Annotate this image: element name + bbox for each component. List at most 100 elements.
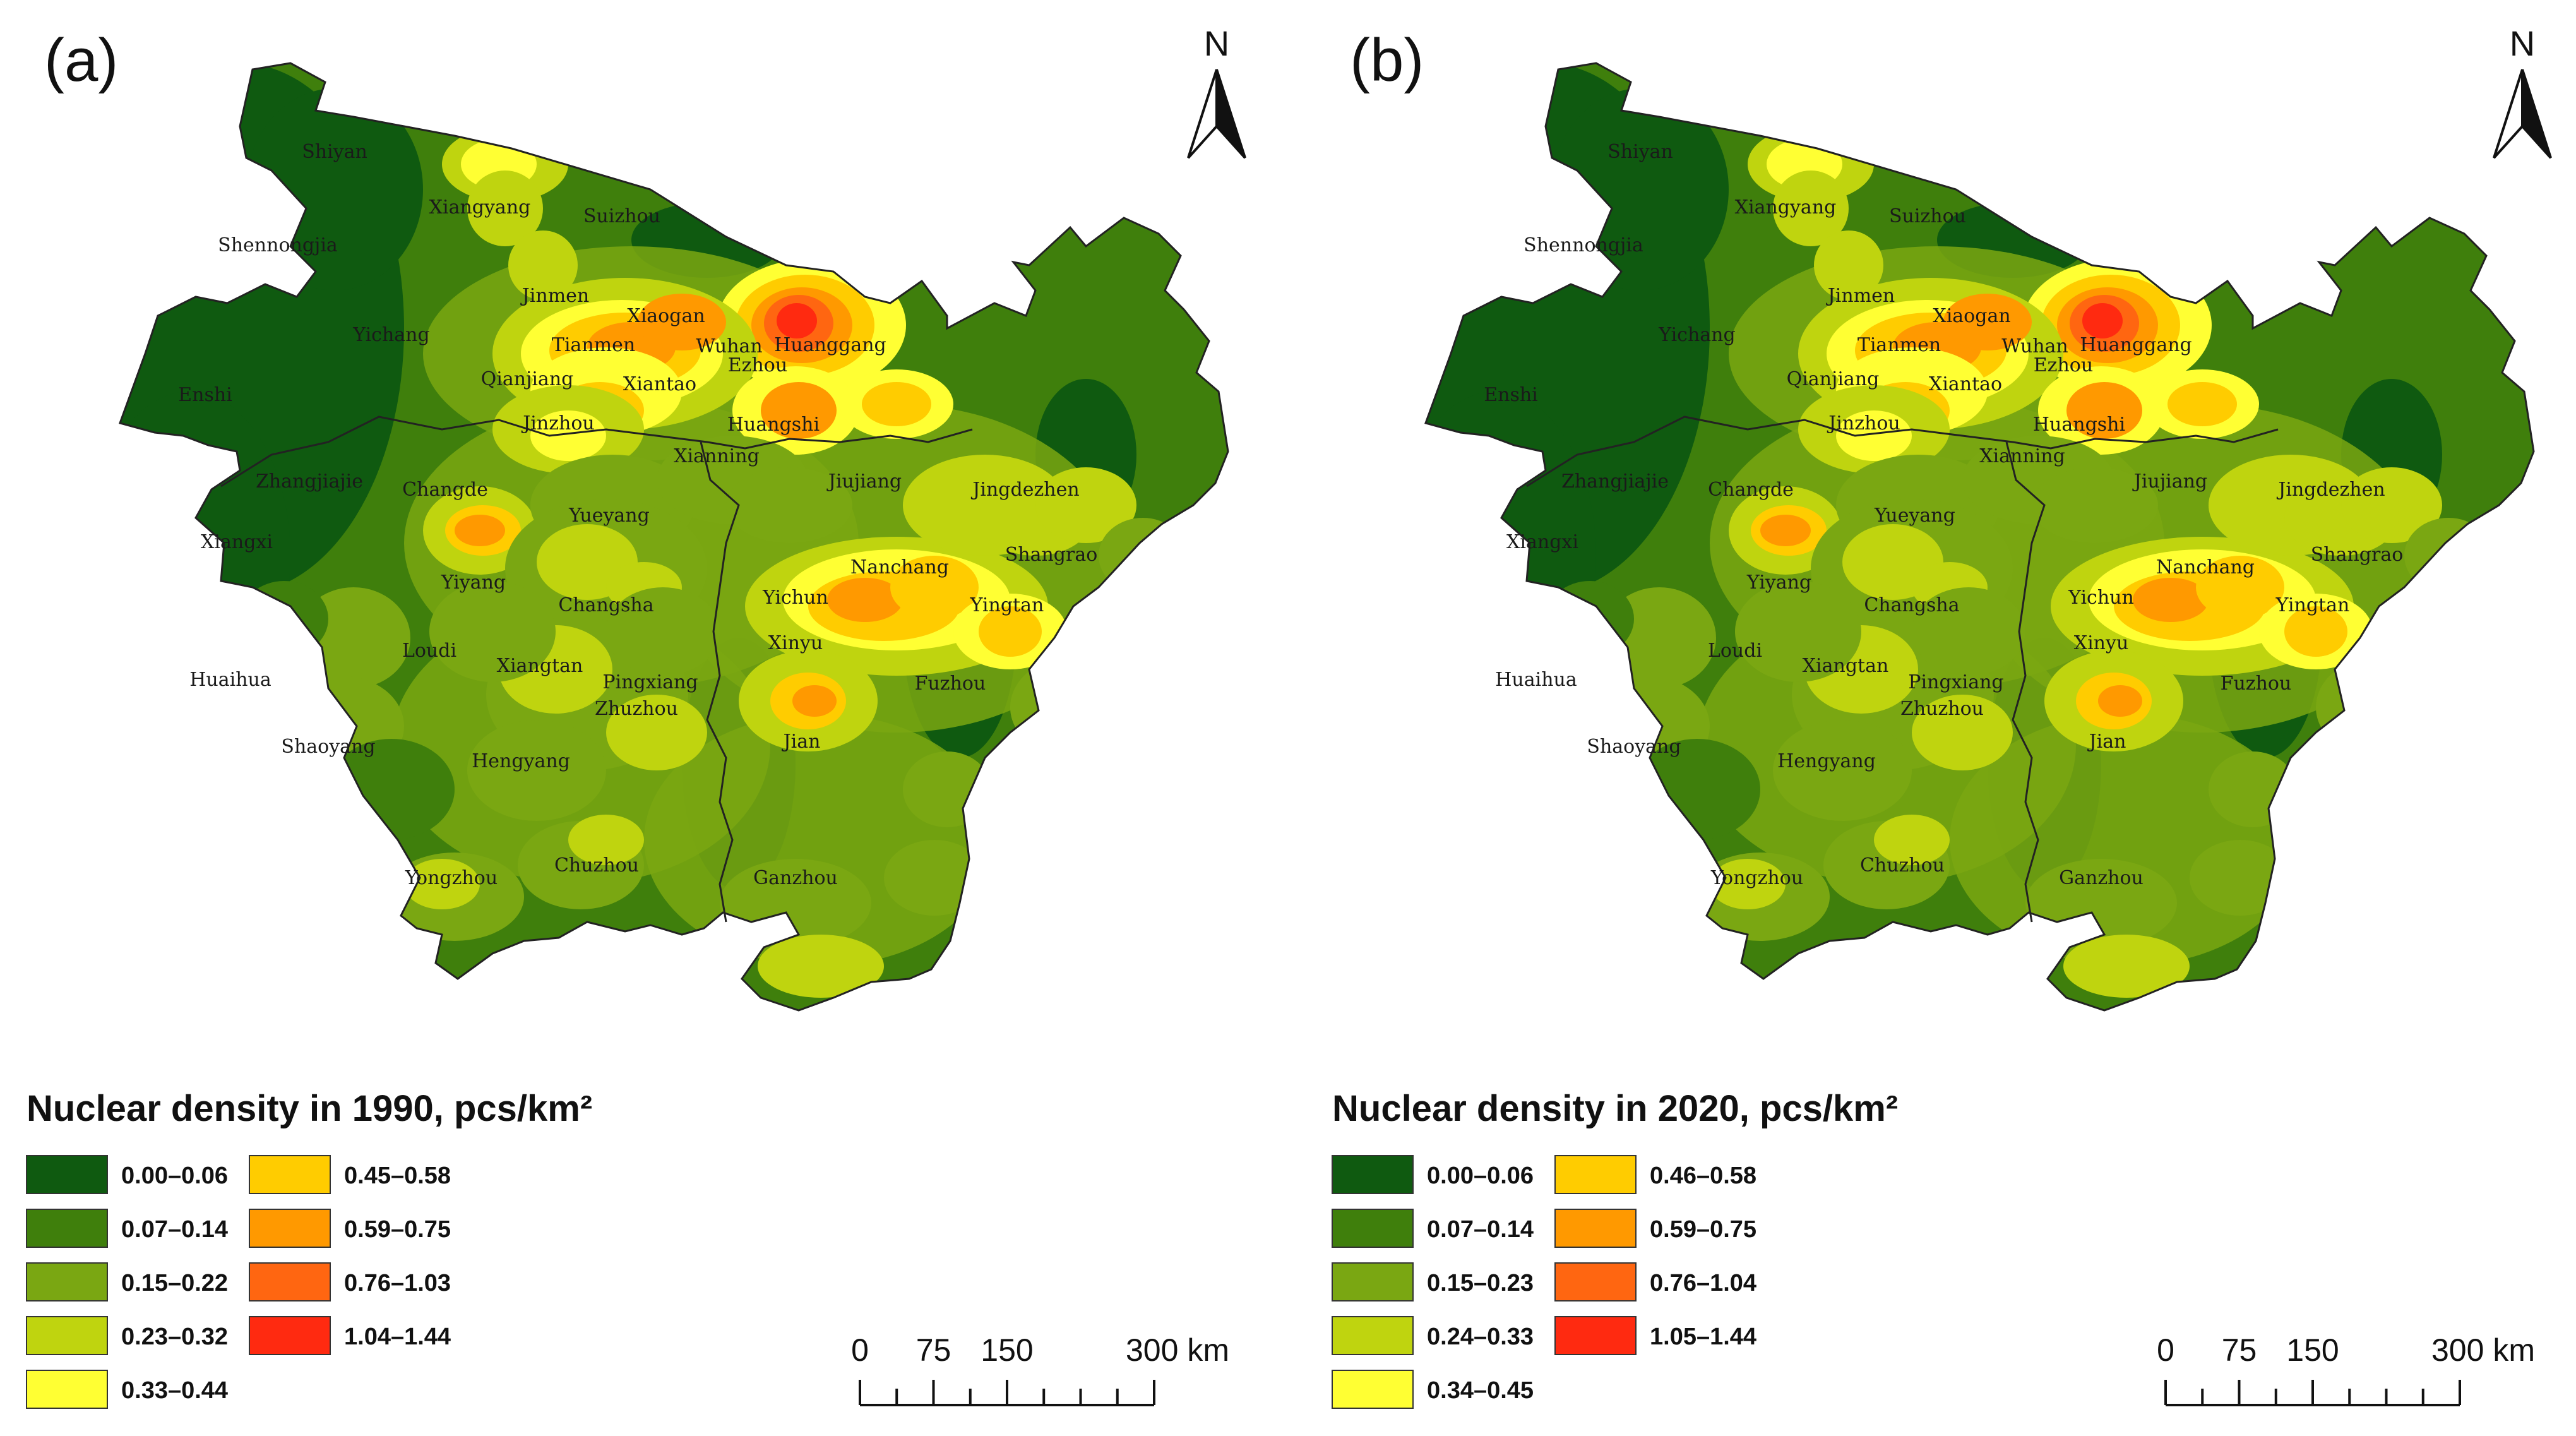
province-boundary	[220, 416, 973, 488]
legend-label: 0.45–0.58	[344, 1163, 451, 1189]
city-label: Changsha	[1864, 594, 1959, 616]
province-boundary	[1526, 416, 2279, 488]
city-label: Shangrao	[1005, 544, 1098, 566]
density-hotspot	[2168, 382, 2237, 426]
province-boundary	[2005, 441, 2046, 923]
legend-swatch	[1332, 1209, 1414, 1248]
north-arrow-left	[1187, 69, 1218, 159]
density-hotspot	[761, 382, 837, 439]
city-label: Yingtan	[970, 594, 1044, 616]
scale-label: 75	[916, 1332, 951, 1368]
city-label: Wuhan	[696, 335, 762, 357]
density-hotspot	[884, 840, 985, 916]
density-hotspot	[455, 515, 505, 546]
scale-label: 0	[851, 1332, 869, 1368]
city-label: Huanggang	[774, 334, 886, 356]
city-label: Yichang	[1658, 324, 1735, 346]
city-label: Xinyu	[768, 632, 823, 654]
city-label: Jinzhou	[1827, 412, 1900, 434]
scale-bar: 0 75 150 300 km	[851, 1332, 1229, 1406]
city-label: Huaihua	[189, 669, 271, 691]
legend-label: 0.23–0.32	[121, 1324, 228, 1350]
city-label: Changde	[1708, 479, 1794, 501]
legend-swatch	[1332, 1370, 1414, 1409]
legend-title: Nuclear density in 2020, pcs/km²	[1332, 1088, 1898, 1129]
city-label: Enshi	[178, 384, 232, 406]
city-label: Jinmen	[1826, 285, 1895, 307]
density-hotspot	[1874, 815, 1950, 865]
density-hotspot	[1035, 467, 1136, 543]
density-hotspot	[606, 695, 707, 770]
legend-label: 0.76–1.03	[344, 1270, 451, 1296]
panel-2020: (b) Shiyan Xiangyang Suizhou Shennongjia Jinm…	[1332, 23, 2552, 1409]
legend-label: 0.15–0.22	[121, 1270, 228, 1296]
density-hotspot	[638, 294, 726, 350]
city-label: Shennongjia	[218, 234, 338, 256]
density-hotspot	[979, 606, 1042, 657]
city-label: Shaoyang	[1587, 736, 1681, 758]
city-label: Xiaogan	[627, 305, 705, 327]
city-label: Xiangxi	[1506, 531, 1578, 553]
city-label: Yichang	[352, 324, 429, 346]
city-label: Huaihua	[1495, 669, 1577, 691]
density-hotspot	[1099, 518, 1187, 594]
density-hotspot	[606, 587, 720, 676]
legend-swatch	[26, 1155, 108, 1194]
density-hotspot	[2404, 518, 2493, 594]
density-hotspot	[2098, 685, 2142, 717]
scale-label: 0	[2157, 1332, 2174, 1368]
panel-1990: (a) Shiyan Xiangyang Suizhou Shennongjia Jinm…	[26, 23, 1246, 1409]
density-hotspot	[777, 303, 817, 338]
scale-label: 150	[981, 1332, 1033, 1368]
city-label: Zhuzhou	[595, 698, 678, 720]
density-zone-low	[246, 88, 423, 290]
legend-label: 0.15–0.23	[1427, 1270, 1534, 1296]
city-label: Shennongjia	[1524, 234, 1643, 256]
legend-label: 0.76–1.04	[1650, 1270, 1756, 1296]
scale-bar: 0 75 150 300 km	[2157, 1332, 2535, 1406]
city-label: Chuzhou	[554, 854, 639, 877]
density-hotspot	[2032, 467, 2158, 543]
legend: Nuclear density in 1990, pcs/km² 0.00–0.0…	[26, 1088, 592, 1409]
legend-swatch	[1332, 1155, 1414, 1194]
city-label: Wuhan	[2001, 335, 2068, 357]
north-arrow-right	[2521, 69, 2552, 159]
city-label: Changsha	[558, 594, 653, 616]
density-hotspot	[2066, 382, 2142, 439]
north-arrow: N	[2493, 23, 2552, 159]
density-hotspot	[2190, 840, 2291, 916]
city-label: Chuzhou	[1860, 854, 1945, 877]
legend-swatch	[1554, 1155, 1637, 1194]
legend-swatch	[1332, 1316, 1414, 1355]
city-label: Xianning	[1979, 445, 2065, 467]
city-label: Yichun	[2068, 587, 2134, 609]
legend-label: 0.59–0.75	[1650, 1216, 1756, 1243]
legend-swatch	[249, 1262, 331, 1301]
north-label: N	[2510, 23, 2535, 63]
density-hotspot	[508, 230, 578, 300]
city-label: Yongzhou	[405, 867, 498, 889]
legend-label: 1.05–1.44	[1650, 1324, 1756, 1350]
city-label: Jian	[782, 731, 821, 753]
density-hotspot	[530, 410, 606, 461]
legend-swatch	[26, 1316, 108, 1355]
legend-swatch	[26, 1370, 108, 1409]
province-boundary	[700, 441, 740, 923]
legend-swatch	[249, 1316, 331, 1355]
legend-swatch	[249, 1155, 331, 1194]
legend-swatch	[1554, 1209, 1637, 1248]
density-hotspot	[2284, 745, 2373, 821]
density-hotspot	[2284, 606, 2347, 657]
density-hotspot	[2063, 935, 2190, 998]
density-hotspot	[1943, 294, 2032, 350]
legend-label: 0.00–0.06	[1427, 1163, 1534, 1189]
city-label: Yueyang	[1874, 505, 1955, 527]
city-label: Zhangjiajie	[1561, 470, 1669, 493]
city-label: Xiangtan	[1803, 655, 1889, 677]
legend-label: 0.46–0.58	[1650, 1163, 1756, 1189]
density-hotspot	[979, 745, 1067, 821]
density-hotspot	[726, 467, 852, 543]
city-label: Pingxiang	[1908, 671, 2003, 693]
city-label: Ezhou	[728, 354, 787, 376]
